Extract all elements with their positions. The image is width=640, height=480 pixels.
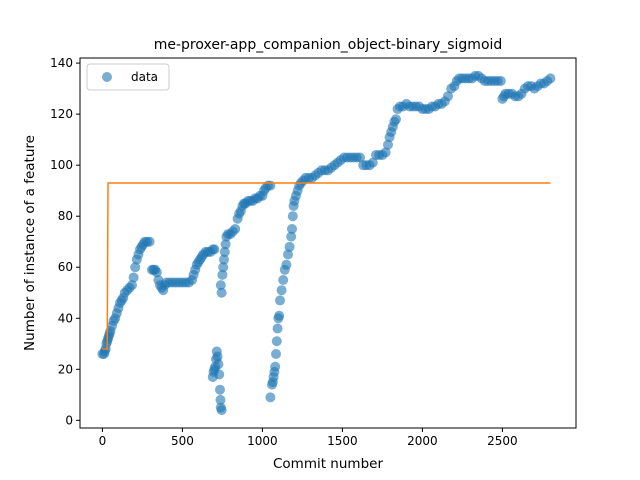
y-axis-label: Number of instance of a feature (22, 135, 38, 351)
data-point-23 (130, 262, 141, 273)
data-point-153 (367, 157, 378, 168)
y-tick-label-100: 100 (50, 158, 73, 172)
data-point-68 (212, 351, 223, 362)
y-tick-label-0: 0 (65, 413, 73, 427)
data-point-61 (209, 244, 220, 255)
y-tick-label-40: 40 (58, 311, 73, 325)
data-point-119 (281, 259, 292, 270)
data-point-78 (218, 262, 229, 273)
y-tick-label-20: 20 (58, 362, 73, 376)
legend-marker-data (102, 72, 112, 82)
data-point-149 (355, 152, 365, 163)
data-point-123 (287, 223, 297, 234)
y-tick-label-140: 140 (50, 56, 73, 70)
x-tick-label-2000: 2000 (407, 434, 438, 448)
fit-line (102, 182, 551, 350)
data-point-115 (275, 295, 285, 306)
data-point-70 (214, 369, 225, 380)
data-point-103 (265, 180, 276, 191)
legend-box (86, 63, 170, 91)
data-point-214 (545, 73, 556, 84)
data-point-71 (215, 384, 225, 395)
data-point-116 (276, 285, 287, 296)
data-point-31 (144, 236, 155, 247)
chart-title: me-proxer-app_companion_object-binary_si… (154, 37, 503, 53)
x-tick-label-2500: 2500 (487, 434, 518, 448)
data-point-110 (271, 349, 281, 359)
data-point-35 (151, 267, 162, 278)
legend: data (86, 63, 170, 91)
data-point-197 (495, 75, 506, 86)
x-tick-label-1500: 1500 (327, 434, 358, 448)
data-point-104 (265, 392, 276, 403)
data-point-120 (283, 249, 293, 260)
data-point-114 (274, 310, 285, 321)
data-point-79 (219, 254, 229, 265)
x-axis-ticks: 0 500 1000 1500 2000 2500 (99, 428, 518, 448)
y-axis-ticks: 0 20 40 60 80 100 120 140 (50, 56, 80, 427)
data-point-72 (215, 394, 226, 405)
data-point-122 (286, 231, 297, 242)
data-point-69 (213, 359, 224, 370)
plot-marks (97, 70, 556, 416)
y-tick-label-80: 80 (58, 209, 73, 223)
x-axis-label: Commit number (273, 456, 383, 472)
data-point-112 (272, 323, 283, 334)
plot-frame (79, 57, 577, 429)
data-point-124 (287, 211, 298, 222)
data-point-117 (278, 275, 289, 285)
data-point-180 (443, 91, 453, 102)
data-point-77 (217, 269, 228, 280)
x-tick-label-0: 0 (99, 434, 107, 448)
x-tick-label-1000: 1000 (247, 434, 278, 448)
x-tick-label-500: 500 (171, 434, 194, 448)
y-tick-label-60: 60 (58, 260, 73, 274)
data-point-21 (127, 280, 137, 291)
data-point-80 (219, 246, 230, 257)
data-point-121 (284, 241, 295, 252)
legend-label-data: data (131, 70, 158, 84)
data-point-76 (216, 287, 227, 298)
data-point-75 (215, 280, 226, 291)
data-point-157 (380, 147, 391, 158)
data-point-22 (128, 272, 139, 283)
data-point-158 (383, 139, 393, 150)
data-point-109 (270, 361, 281, 372)
data-point-74 (216, 405, 227, 416)
data-point-111 (271, 336, 282, 347)
data-point-86 (230, 223, 241, 234)
y-tick-label-120: 120 (50, 107, 73, 121)
data-point-163 (391, 114, 401, 125)
data-point-81 (220, 239, 231, 250)
